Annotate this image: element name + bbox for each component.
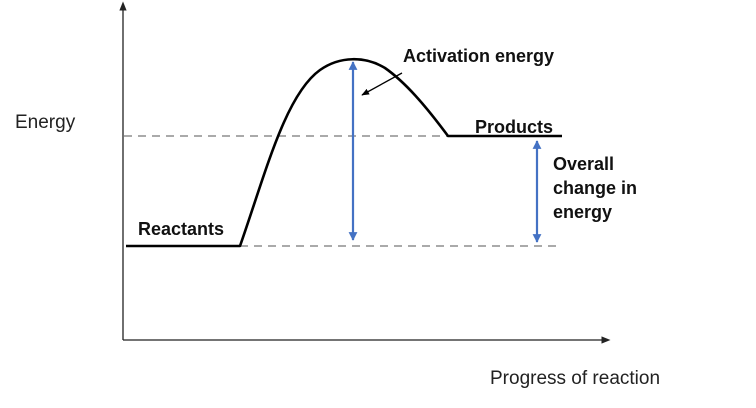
x-axis-label: Progress of reaction xyxy=(490,368,660,389)
activation-pointer-arrow xyxy=(361,72,403,96)
y-axis-label: Energy xyxy=(15,112,76,133)
reactants-label: Reactants xyxy=(138,219,224,239)
activation-energy-label: Activation energy xyxy=(403,46,554,66)
overall-change-label-line2: change in xyxy=(553,178,637,198)
products-label: Products xyxy=(475,117,553,137)
energy-curve xyxy=(126,57,562,248)
overall-change-label-line1: Overall xyxy=(553,154,614,174)
overall-change-label-line3: energy xyxy=(553,202,612,222)
